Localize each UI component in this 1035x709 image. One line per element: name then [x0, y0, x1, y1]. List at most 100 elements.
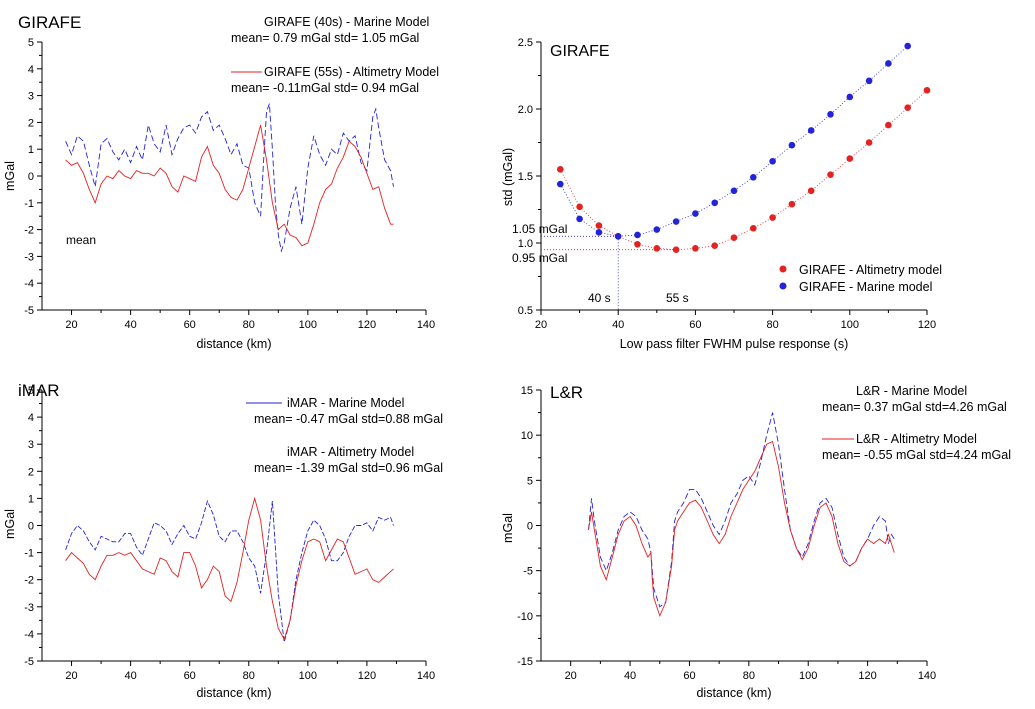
y-tick-label: -1	[24, 198, 34, 210]
y-tick-label: -3	[24, 602, 34, 614]
data-point-marine	[788, 141, 796, 149]
y-tick-label: 3	[28, 91, 34, 103]
legend-marine-name: GIRAFE (40s) - Marine Model	[264, 15, 429, 29]
legend-altimetry-name: iMAR - Altimetry Model	[287, 445, 414, 459]
y-tick-label: 5	[28, 37, 34, 49]
data-point-altimetry	[865, 139, 873, 146]
y-tick-label: -5	[24, 305, 34, 317]
y-tick-label: 1	[28, 144, 34, 156]
legend-altimetry-name: GIRAFE - Altimetry model	[799, 263, 942, 277]
marine-t-annotation: 40 s	[588, 291, 611, 305]
data-point-altimetry	[807, 187, 815, 195]
data-point-altimetry	[653, 245, 661, 252]
y-tick-label: 2	[28, 117, 34, 129]
x-tick-label: 40	[612, 319, 624, 331]
data-point-marine	[576, 215, 583, 223]
data-point-altimetry	[885, 121, 892, 129]
data-point-marine	[750, 174, 757, 181]
data-point-altimetry	[576, 203, 583, 211]
data-point-altimetry	[923, 86, 931, 94]
data-point-marine	[595, 228, 603, 236]
y-tick-label: 4	[28, 64, 34, 76]
data-point-marine	[557, 180, 564, 188]
x-axis-label: Low pass filter FWHM pulse response (s)	[620, 337, 849, 351]
x-tick-label: 100	[841, 319, 859, 331]
x-tick-label: 60	[184, 319, 196, 331]
altimetry-t-annotation: 55 s	[666, 291, 689, 305]
y-tick-label: -5	[523, 566, 533, 578]
panel-title: L&R	[550, 383, 583, 402]
y-tick-label: 0.5	[518, 305, 533, 317]
data-point-marine	[692, 210, 699, 217]
data-point-altimetry	[769, 214, 776, 221]
x-tick-label: 140	[417, 670, 435, 682]
data-point-marine	[865, 77, 873, 85]
y-axis-label: mGal	[501, 513, 515, 543]
y-tick-label: 5	[527, 475, 533, 487]
data-point-altimetry	[595, 222, 603, 229]
altimetry-std-annotation: 0.95 mGal	[512, 251, 567, 265]
legend-marine-name: L&R - Marine Model	[856, 384, 967, 398]
data-point-marine	[846, 93, 854, 101]
x-tick-label: 20	[565, 670, 577, 682]
y-tick-label: -2	[24, 575, 34, 587]
y-tick-label: 3	[28, 439, 34, 451]
y-tick-label: 1.5	[518, 171, 533, 183]
y-tick-label: -5	[24, 656, 34, 668]
legend-altimetry-stats: mean= -1.39 mGal std=0.96 mGal	[254, 461, 443, 475]
legend-marine-stats: mean= -0.47 mGal std=0.88 mGal	[254, 412, 443, 426]
marine-std-annotation: 1.05 mGal	[512, 222, 567, 236]
legend-altimetry-name: GIRAFE (55s) - Altimetry Model	[264, 65, 439, 79]
legend-altimetry-stats: mean= -0.55 mGal std=4.24 mGal	[822, 448, 1011, 462]
x-tick-label: 40	[124, 670, 136, 682]
x-tick-label: 60	[683, 670, 695, 682]
legend-altimetry-marker	[779, 265, 787, 273]
x-tick-label: 80	[743, 670, 755, 682]
y-tick-label: -4	[24, 278, 34, 290]
y-tick-label: -15	[517, 656, 533, 668]
y-tick-label: -3	[24, 251, 34, 263]
y-tick-label: 1.0	[518, 238, 533, 250]
legend-marine-marker	[779, 282, 787, 290]
y-tick-label: 10	[521, 430, 533, 442]
x-tick-label: 100	[299, 319, 317, 331]
y-tick-label: -10	[517, 611, 533, 623]
x-tick-label: 120	[358, 319, 376, 331]
x-tick-label: 60	[689, 319, 701, 331]
y-axis-label: mGal	[3, 161, 17, 191]
data-point-marine	[653, 226, 661, 233]
data-point-altimetry	[672, 246, 680, 253]
data-point-marine	[807, 127, 815, 134]
y-tick-label: -1	[24, 548, 34, 560]
data-point-marine	[634, 231, 641, 239]
legend-marine-name: iMAR - Marine Model	[287, 396, 404, 410]
x-axis-label: distance (km)	[196, 337, 271, 351]
mean-annotation: mean	[66, 233, 96, 247]
x-tick-label: 20	[65, 319, 77, 331]
x-tick-label: 20	[535, 319, 547, 331]
x-tick-label: 40	[124, 319, 136, 331]
data-point-marine	[614, 233, 622, 240]
legend-altimetry-name: L&R - Altimetry Model	[856, 432, 977, 446]
data-point-altimetry	[557, 166, 564, 173]
y-tick-label: 1	[28, 493, 34, 505]
x-tick-label: 20	[65, 670, 77, 682]
y-tick-label: 2.5	[518, 37, 533, 49]
series-line-altimetry	[65, 124, 394, 247]
x-tick-label: 80	[766, 319, 778, 331]
data-point-marine	[769, 157, 776, 165]
data-point-altimetry	[846, 155, 854, 162]
legend-marine-name: GIRAFE - Marine model	[799, 280, 932, 294]
x-tick-label: 120	[858, 670, 876, 682]
girafe-distance-chart: 20 40 60 80 100 120 140 -5 -4 -3 -2 -1 0 1 2 3 4 5 GIRAFE…	[3, 13, 439, 351]
y-tick-label: -2	[24, 225, 34, 237]
y-axis-label: std (mGal)	[501, 148, 515, 206]
data-point-marine	[730, 187, 738, 195]
data-point-altimetry	[750, 224, 757, 232]
x-tick-label: 140	[918, 670, 936, 682]
imar-distance-chart: 20 40 60 80 100 120 140 -5 -4 -3 -2 -1 0 1 2 3 4 5 iMAR i…	[3, 381, 443, 700]
data-point-marine	[904, 42, 911, 50]
data-point-marine	[711, 199, 718, 207]
x-tick-label: 80	[243, 670, 255, 682]
